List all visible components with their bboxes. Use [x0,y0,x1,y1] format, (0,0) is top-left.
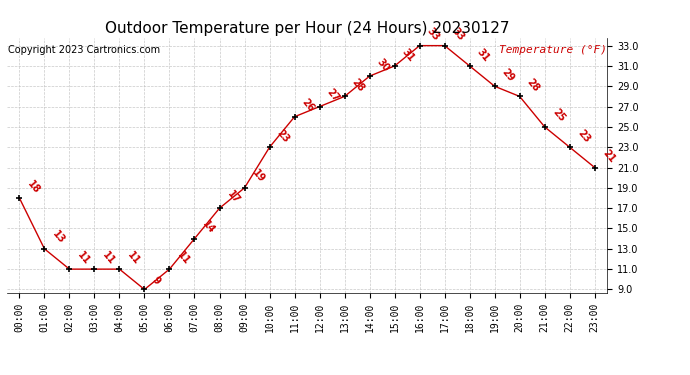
Text: 33: 33 [425,26,442,43]
Text: 11: 11 [125,250,141,266]
Text: 28: 28 [350,77,366,94]
Text: 13: 13 [50,229,66,246]
Text: 28: 28 [525,77,542,94]
Text: Temperature (°F): Temperature (°F) [499,45,607,55]
Text: 25: 25 [550,107,566,124]
Text: 33: 33 [450,26,466,43]
Text: 14: 14 [200,219,217,236]
Text: 29: 29 [500,67,517,84]
Text: 23: 23 [575,128,591,144]
Text: 30: 30 [375,57,391,74]
Text: 31: 31 [475,46,491,63]
Text: 9: 9 [150,275,162,286]
Text: 11: 11 [175,250,191,266]
Text: 18: 18 [25,178,41,195]
Text: Copyright 2023 Cartronics.com: Copyright 2023 Cartronics.com [8,45,159,55]
Text: 11: 11 [75,250,91,266]
Title: Outdoor Temperature per Hour (24 Hours) 20230127: Outdoor Temperature per Hour (24 Hours) … [105,21,509,36]
Text: 31: 31 [400,46,417,63]
Text: 19: 19 [250,168,266,185]
Text: 11: 11 [100,250,117,266]
Text: 26: 26 [300,97,317,114]
Text: 21: 21 [600,148,617,165]
Text: 17: 17 [225,189,241,206]
Text: 23: 23 [275,128,291,144]
Text: 27: 27 [325,87,342,104]
